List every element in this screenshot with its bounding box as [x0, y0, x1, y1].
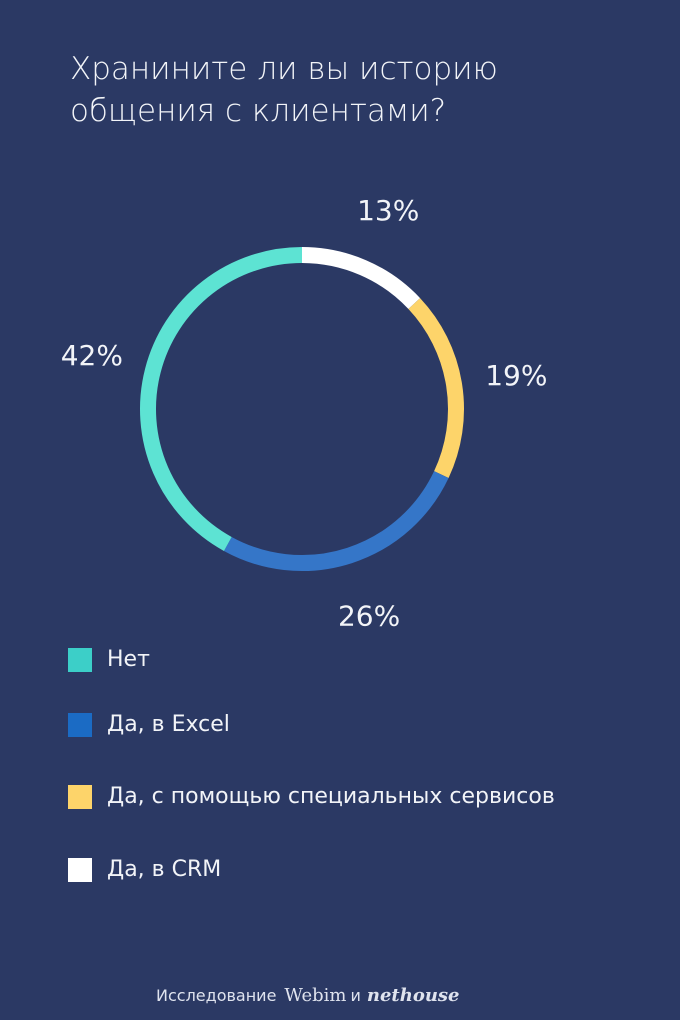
legend-label-crm: Да, в CRM: [107, 857, 222, 882]
data-label-excel: 26%: [338, 599, 400, 632]
chart-title: Хранините ли вы историю общения с клиент…: [70, 51, 498, 129]
donut-slice-net: [140, 247, 303, 551]
legend-swatch-net: [68, 648, 92, 672]
legend-swatch-crm: [68, 858, 92, 882]
nethouse-logo: nethouse: [366, 985, 460, 1006]
data-label-crm: 13%: [357, 194, 419, 227]
donut-slice-crm: [301, 247, 421, 310]
legend-label-services: Да, с помощью специальных сервисов: [107, 784, 555, 809]
footer-text: Исследование: [156, 986, 277, 1005]
data-label-net: 42%: [61, 339, 123, 372]
footer-credit: Исследование Webim и nethouse: [156, 985, 460, 1006]
donut-slice-services: [408, 298, 464, 478]
legend-label-excel: Да, в Excel: [107, 712, 230, 737]
donut-slice-excel: [223, 471, 449, 571]
legend-label-net: Нет: [107, 647, 150, 672]
webim-logo: Webim: [284, 985, 347, 1006]
legend-swatch-services: [68, 785, 92, 809]
footer-conj: и: [350, 986, 361, 1005]
data-label-services: 19%: [485, 359, 547, 392]
legend-swatch-excel: [68, 713, 92, 737]
